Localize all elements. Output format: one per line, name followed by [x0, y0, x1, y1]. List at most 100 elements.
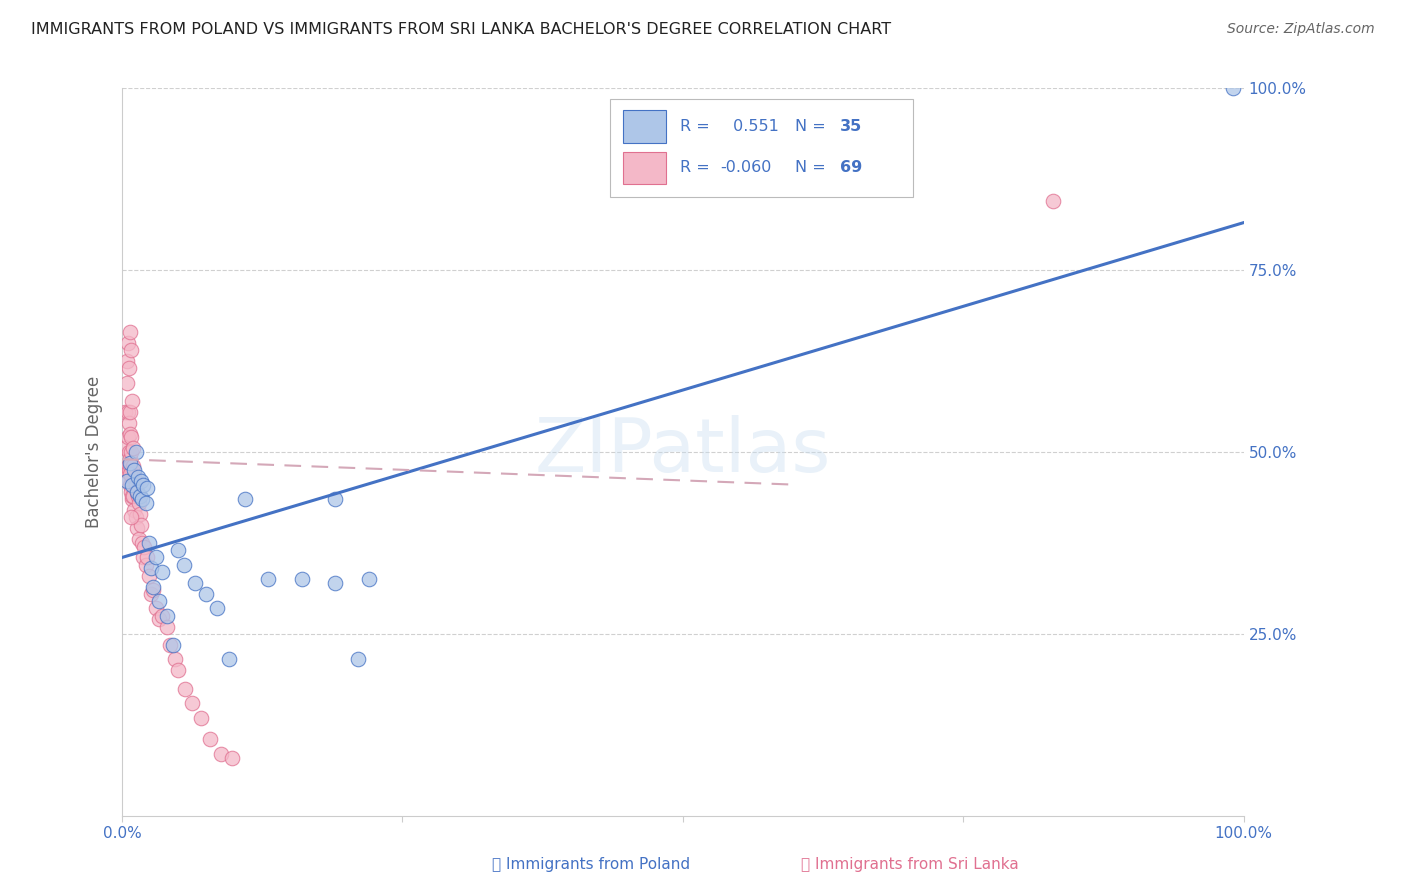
Point	[124, 470, 146, 484]
Text: ⬛ Immigrants from Sri Lanka: ⬛ Immigrants from Sri Lanka	[801, 857, 1019, 872]
Point	[127, 489, 149, 503]
Point	[118, 445, 141, 459]
Point	[118, 456, 141, 470]
Point	[162, 638, 184, 652]
Point	[118, 416, 141, 430]
Text: ⬛ Immigrants from Poland: ⬛ Immigrants from Poland	[492, 857, 690, 872]
Point	[138, 568, 160, 582]
Point	[131, 492, 153, 507]
Point	[235, 492, 257, 507]
Point	[156, 619, 179, 633]
Y-axis label: Bachelor's Degree: Bachelor's Degree	[86, 376, 103, 528]
Point	[118, 405, 141, 419]
Point	[198, 732, 221, 747]
Point	[117, 335, 139, 350]
Point	[190, 711, 212, 725]
Point	[145, 601, 167, 615]
Point	[122, 470, 145, 484]
Point	[122, 459, 145, 474]
Point	[141, 587, 163, 601]
Point	[180, 696, 202, 710]
Point	[115, 474, 138, 488]
Point	[120, 485, 142, 500]
Point	[121, 492, 143, 507]
Point	[121, 477, 143, 491]
Point	[117, 405, 139, 419]
Text: 69: 69	[839, 161, 862, 176]
Point	[134, 540, 156, 554]
Point	[121, 489, 143, 503]
Point	[173, 681, 195, 696]
Text: -0.060: -0.060	[720, 161, 772, 176]
Point	[120, 430, 142, 444]
Point	[121, 463, 143, 477]
Point	[221, 750, 243, 764]
Point	[152, 608, 174, 623]
Text: N =: N =	[794, 119, 825, 134]
Point	[145, 550, 167, 565]
Text: 0.551: 0.551	[728, 119, 779, 134]
Point	[117, 430, 139, 444]
Point	[125, 521, 148, 535]
Point	[122, 442, 145, 456]
Point	[184, 576, 207, 591]
Point	[112, 470, 135, 484]
Point	[124, 510, 146, 524]
Point	[209, 747, 232, 761]
Point	[129, 507, 152, 521]
Point	[135, 481, 157, 495]
Point	[114, 405, 136, 419]
Point	[125, 485, 148, 500]
Point	[163, 652, 186, 666]
Point	[148, 612, 170, 626]
Point	[115, 354, 138, 368]
Point	[195, 587, 218, 601]
Point	[115, 463, 138, 477]
Point	[138, 536, 160, 550]
Point	[1222, 81, 1244, 95]
Point	[124, 503, 146, 517]
Point	[290, 572, 312, 586]
Point	[115, 376, 138, 390]
Point	[127, 470, 149, 484]
Text: Source: ZipAtlas.com: Source: ZipAtlas.com	[1227, 22, 1375, 37]
Point	[132, 550, 155, 565]
Point	[1042, 194, 1064, 208]
Point	[257, 572, 280, 586]
Point	[122, 489, 145, 503]
Point	[173, 558, 195, 572]
Point	[128, 496, 150, 510]
Point	[124, 463, 146, 477]
Point	[167, 663, 190, 677]
Point	[124, 477, 146, 491]
Point	[135, 558, 157, 572]
Point	[128, 533, 150, 547]
Point	[118, 426, 141, 441]
Point	[156, 608, 179, 623]
Text: R =: R =	[679, 119, 709, 134]
Point	[141, 561, 163, 575]
Point	[323, 576, 346, 591]
Text: 35: 35	[839, 119, 862, 134]
Point	[131, 536, 153, 550]
Point	[323, 492, 346, 507]
Point	[114, 442, 136, 456]
FancyBboxPatch shape	[610, 99, 912, 197]
Point	[142, 580, 165, 594]
Bar	[623, 152, 666, 184]
Bar	[623, 111, 666, 143]
Point	[118, 477, 141, 491]
Point	[129, 489, 152, 503]
Point	[129, 474, 152, 488]
Point	[129, 517, 152, 532]
Text: ZIPatlas: ZIPatlas	[534, 416, 831, 489]
Text: IMMIGRANTS FROM POLAND VS IMMIGRANTS FROM SRI LANKA BACHELOR'S DEGREE CORRELATIO: IMMIGRANTS FROM POLAND VS IMMIGRANTS FRO…	[31, 22, 891, 37]
Point	[148, 594, 170, 608]
Point	[120, 467, 142, 481]
Point	[135, 496, 157, 510]
Point	[159, 638, 181, 652]
Point	[120, 510, 142, 524]
Point	[120, 343, 142, 357]
Point	[118, 467, 141, 481]
Point	[118, 459, 141, 474]
